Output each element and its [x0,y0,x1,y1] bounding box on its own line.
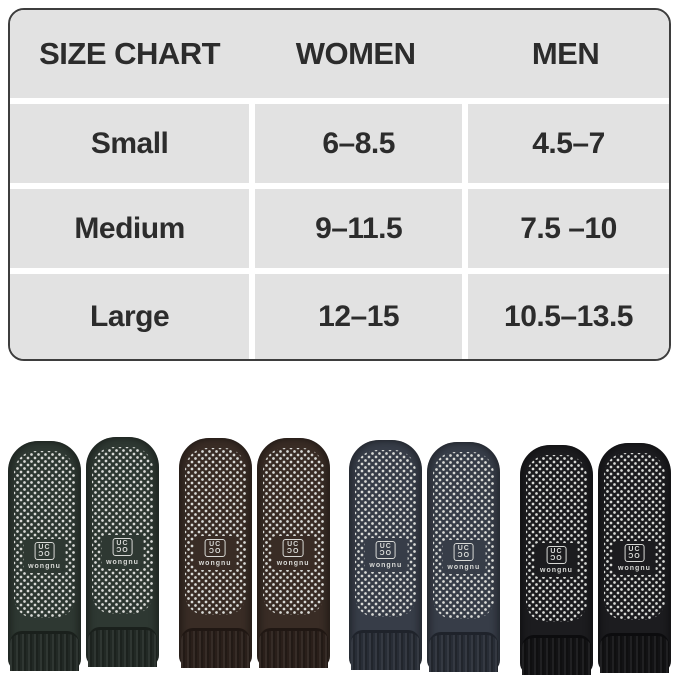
brand-name-text: wongnu [106,559,139,566]
brand-name-text: wongnu [28,563,61,570]
brand-monogram-icon: UC ƆO [375,541,397,559]
brand-monogram-line2: ƆO [286,548,300,555]
size-chart-table: SIZE CHART WOMEN MEN Small 6–8.5 4.5–7 M… [8,8,671,361]
brand-logo: UC ƆO wongnu [535,543,578,577]
anti-slip-dot-pattern [262,448,324,615]
brand-monogram-line1: UC [550,548,563,555]
sock-pair-dark-green: UC ƆO wongnu UC ƆO wongnu [8,437,159,675]
brand-name-text: wongnu [447,564,481,571]
size-label-large: Large [10,268,250,359]
brand-logo: UC ƆO wongnu [23,539,66,573]
brand-monogram-line2: ƆO [208,548,222,555]
brand-monogram-icon: UC ƆO [624,544,645,562]
women-size-range-medium: 9–11.5 [249,183,463,268]
grip-sock: UC ƆO wongnu [86,437,159,667]
brand-monogram-line2: ƆO [116,547,129,554]
brand-monogram-line2: ƆO [457,552,471,559]
product-image-sock-size-chart: { "size_chart": { "headers": ["SIZE CHAR… [8,8,671,675]
brand-name-text: wongnu [540,567,573,574]
anti-slip-dot-pattern [433,452,495,619]
sock-cuff [351,630,421,670]
sock-cuff [88,627,157,667]
sock-cuff [258,628,328,668]
women-size-range-large: 12–15 [249,268,463,359]
anti-slip-dot-pattern [603,453,665,620]
size-label-small: Small [10,98,250,183]
grip-sock: UC ƆO wongnu [349,440,423,670]
brand-monogram-line1: UC [38,544,51,551]
size-chart-header-title: SIZE CHART [10,10,250,98]
anti-slip-dot-pattern [525,455,587,622]
brand-logo: UC ƆO wongnu [271,536,315,570]
brand-monogram-icon: UC ƆO [453,543,475,561]
brand-monogram-line1: UC [379,543,392,550]
brand-monogram-line2: ƆO [628,553,641,560]
brand-monogram-line1: UC [457,545,470,552]
men-size-range-small: 4.5–7 [462,98,669,183]
grip-sock: UC ƆO wongnu [256,438,330,668]
brand-name-text: wongnu [276,560,310,567]
men-size-range-medium: 7.5 –10 [462,183,669,268]
brand-name-text: wongnu [369,562,403,569]
sock-pair-dark-brown: UC ƆO wongnu UC ƆO wongnu [178,437,330,675]
size-chart-header-men: MEN [462,10,669,98]
brand-name-text: wongnu [618,565,651,572]
sock-cuff [599,633,669,673]
grip-sock: UC ƆO wongnu [427,442,501,672]
brand-monogram-icon: UC ƆO [282,539,304,557]
brand-logo: UC ƆO wongnu [101,535,144,569]
sock-cuff [521,635,591,675]
grip-sock: UC ƆO wongnu [8,441,81,671]
sock-pairs-photo-row: UC ƆO wongnu UC ƆO wongnu [0,437,679,675]
brand-monogram-line1: UC [209,541,222,548]
brand-monogram-icon: UC ƆO [546,546,567,564]
brand-monogram-icon: UC ƆO [204,539,226,557]
brand-logo: UC ƆO wongnu [364,538,408,572]
sock-cuff [429,632,499,672]
men-size-range-large: 10.5–13.5 [462,268,669,359]
brand-monogram-line1: UC [287,541,300,548]
brand-monogram-icon: UC ƆO [112,538,133,556]
anti-slip-dot-pattern [92,447,153,614]
brand-monogram-line2: ƆO [550,555,563,562]
women-size-range-small: 6–8.5 [249,98,463,183]
brand-logo: UC ƆO wongnu [442,540,486,574]
brand-name-text: wongnu [198,560,232,567]
grip-sock: UC ƆO wongnu [178,438,252,668]
brand-monogram-line1: UC [116,540,129,547]
anti-slip-dot-pattern [184,448,246,615]
brand-monogram-line1: UC [628,546,641,553]
size-chart-header-women: WOMEN [249,10,463,98]
anti-slip-dot-pattern [14,451,75,618]
sock-cuff [10,631,79,671]
brand-monogram-icon: UC ƆO [34,542,55,560]
sock-cuff [180,628,250,668]
brand-monogram-line2: ƆO [379,550,393,557]
grip-sock: UC ƆO wongnu [519,445,593,675]
sock-pair-slate-gray: UC ƆO wongnu UC ƆO wongnu [349,437,501,675]
grip-sock: UC ƆO wongnu [597,443,671,673]
size-label-medium: Medium [10,183,250,268]
sock-pair-black: UC ƆO wongnu UC ƆO wongnu [519,437,671,675]
anti-slip-dot-pattern [355,450,417,617]
brand-logo: UC ƆO wongnu [193,536,237,570]
brand-monogram-line2: ƆO [38,551,51,558]
brand-logo: UC ƆO wongnu [613,541,656,575]
